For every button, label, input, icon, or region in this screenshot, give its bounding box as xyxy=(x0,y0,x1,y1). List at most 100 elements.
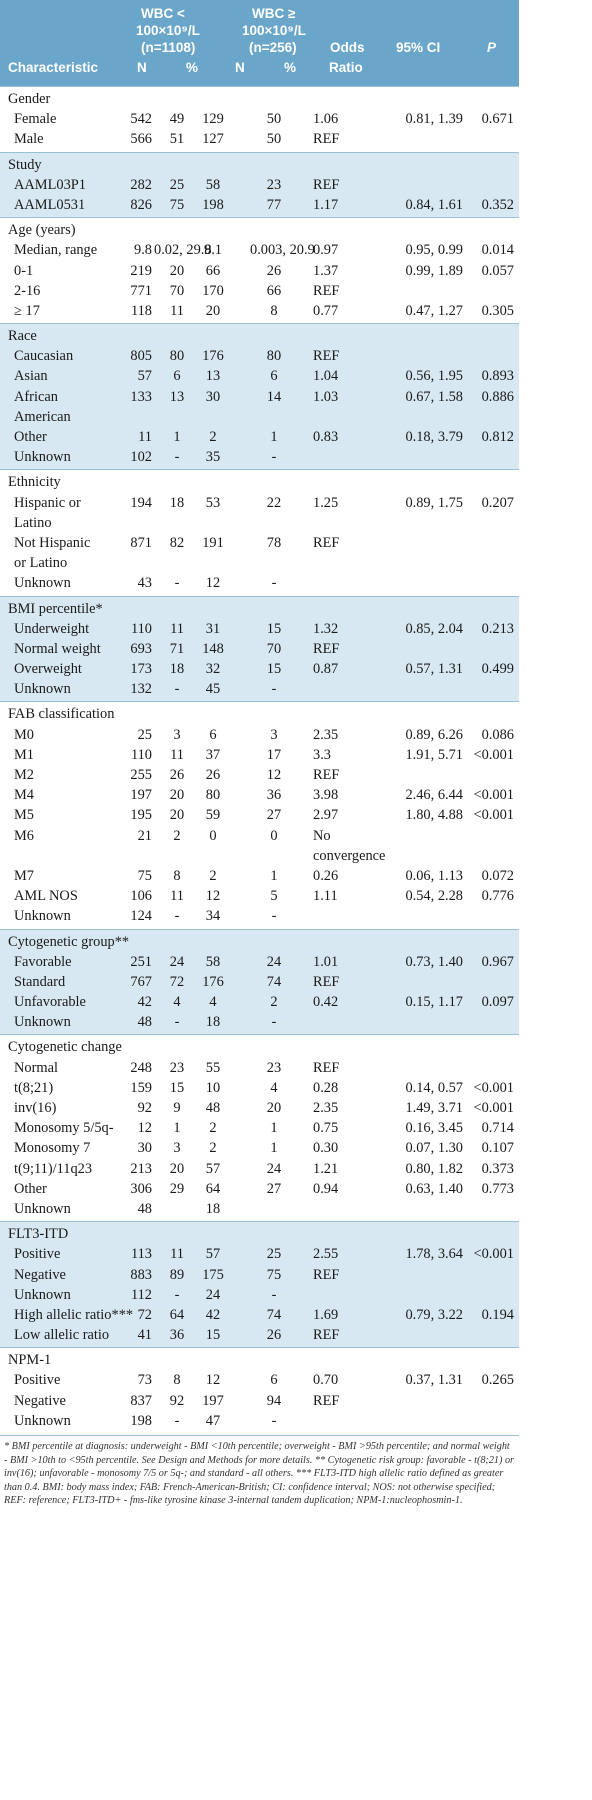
row-label: Not Hispanic xyxy=(14,534,91,551)
cell-n1: 73 xyxy=(137,1372,152,1389)
cell-p2: 26 xyxy=(266,262,282,279)
group1-header-line2: 100×10⁹/L xyxy=(136,23,200,38)
cell-p1: 18 xyxy=(169,494,185,511)
row-label: or Latino xyxy=(14,555,68,572)
section-title: Age (years) xyxy=(8,222,76,239)
cell-n1: 837 xyxy=(130,1392,152,1409)
cell-p2: 74 xyxy=(266,973,282,990)
table-section: BMI percentile* Underweight 110 11 31 15 1.32 0… xyxy=(0,595,519,702)
row-label: Unknown xyxy=(14,1412,71,1429)
table-row: M5 195 20 59 27 2.97 1.80, 4.88 <0.001 xyxy=(0,805,519,825)
cell-n2: 15 xyxy=(205,1327,221,1344)
cell-n2: 47 xyxy=(205,1412,221,1429)
cell-n2: 80 xyxy=(205,787,221,804)
cell-p1: 26 xyxy=(169,767,185,783)
cell-or: 1.03 xyxy=(313,388,339,405)
cell-p: 0.265 xyxy=(481,1372,514,1389)
cell-p2: 94 xyxy=(266,1392,282,1409)
table-row: t(9;11)/11q23 213 20 57 24 1.21 0.80, 1.82 0.37… xyxy=(0,1159,519,1179)
table-row: AAML0531 826 75 198 77 1.17 0.84, 1.61 0.352 xyxy=(0,195,519,215)
cell-p: <0.001 xyxy=(473,1079,515,1096)
table-row: Unknown 48 - 18 - xyxy=(0,1012,519,1032)
cell-n2: 55 xyxy=(205,1059,221,1076)
table-row: Other 306 29 64 27 0.94 0.63, 1.40 0.773 xyxy=(0,1179,519,1199)
cell-n2: 12 xyxy=(205,1372,221,1389)
table-row: ≥ 17 118 11 20 8 0.77 0.47, 1.27 0.305 xyxy=(0,301,519,321)
row-label: AML NOS xyxy=(14,888,78,905)
pct1-header: % xyxy=(186,60,199,75)
cell-p1: 92 xyxy=(169,1392,185,1409)
cell-n1: 75 xyxy=(137,867,152,884)
cell-p1: 25 xyxy=(169,176,185,193)
table-row: Unknown 43 - 12 - xyxy=(0,573,519,593)
cell-n2: 34 xyxy=(205,908,221,925)
section-title: FLT3-ITD xyxy=(8,1226,69,1243)
cell-or: 0.77 xyxy=(313,302,339,319)
row-label: Female xyxy=(14,111,57,128)
cell-n1: 72 xyxy=(137,1306,152,1323)
cell-p1: 2 xyxy=(173,827,181,844)
cell-or: 1.37 xyxy=(313,262,339,279)
cell-ci: 0.15, 1.17 xyxy=(405,994,463,1011)
pct2-header: % xyxy=(284,60,297,75)
cell-n1: 92 xyxy=(137,1100,152,1116)
cell-p1: 11 xyxy=(170,620,184,637)
cell-p2: 77 xyxy=(266,196,282,213)
cell-p2: - xyxy=(271,681,277,698)
cell-n2: 127 xyxy=(202,131,224,148)
cell-p1: - xyxy=(174,908,180,925)
cell-n2: 59 xyxy=(205,807,221,824)
cell-p2: 24 xyxy=(266,953,282,970)
cell-n1: 132 xyxy=(130,681,152,698)
table-section: NPM-1 Positive 73 8 12 6 0.70 0.37, 1.31 0.265 Ne… xyxy=(0,1347,519,1433)
row-label: Negative xyxy=(14,1266,66,1283)
cell-p1: 1 xyxy=(173,429,181,445)
cell-or: 1.25 xyxy=(313,494,339,511)
table-row: Hispanic or 194 18 53 22 1.25 0.89, 1.75 0.207 xyxy=(0,493,519,513)
table-row: Caucasian 805 80 176 80 REF xyxy=(0,346,519,366)
row-label: Monosomy 7 xyxy=(14,1140,91,1157)
cell-p1: 75 xyxy=(169,196,185,213)
cell-p2: 12 xyxy=(266,767,282,783)
cell-p1: 89 xyxy=(169,1266,185,1283)
cell-p2: 3 xyxy=(270,726,278,743)
cell-n1: 542 xyxy=(130,111,152,128)
cell-n2: 26 xyxy=(205,767,221,783)
cell-p: 0.776 xyxy=(481,888,514,905)
table-row: M2 255 26 26 12 REF xyxy=(0,765,519,785)
section-title: Study xyxy=(8,156,42,173)
table-row: Unknown 124 - 34 - xyxy=(0,906,519,926)
row-label: Other xyxy=(14,1180,47,1197)
cell-or: REF xyxy=(313,767,340,783)
cell-p2: 75 xyxy=(266,1266,282,1283)
row-label: Unknown xyxy=(14,1014,71,1031)
cell-p1: 71 xyxy=(169,640,185,657)
cell-n2: 175 xyxy=(202,1266,224,1283)
row-label: inv(16) xyxy=(14,1100,57,1116)
cell-n1: 871 xyxy=(130,534,152,551)
cell-p2: 78 xyxy=(266,534,282,551)
cell-or: REF xyxy=(313,1266,340,1283)
table-section: Study AAML03P1 282 25 58 23 REF AAML0531 826 75 19… xyxy=(0,151,519,218)
cell-p2: 23 xyxy=(266,1059,282,1076)
cell-or: 0.70 xyxy=(313,1372,339,1389)
cell-n1: 42 xyxy=(137,994,152,1011)
cell-n1: 159 xyxy=(130,1079,152,1096)
cell-p1: 20 xyxy=(169,787,185,804)
row-label: Positive xyxy=(14,1246,61,1263)
table-row: M6 21 2 0 0 No xyxy=(0,826,519,846)
cell-or: 3.98 xyxy=(313,787,339,804)
cell-or: 2.35 xyxy=(313,726,339,743)
cell-p1: 20 xyxy=(169,807,185,824)
table-section: Cytogenetic group** Favorable 251 24 58 24 1.0… xyxy=(0,928,519,1035)
cell-n2: 20 xyxy=(205,302,221,319)
row-label: Male xyxy=(14,131,44,148)
cell-n1: 11 xyxy=(138,429,152,445)
cell-p: 0.086 xyxy=(481,726,514,743)
cell-p1: 51 xyxy=(169,131,185,148)
cell-p1: - xyxy=(174,449,180,466)
table-body: Gender Female 542 49 129 50 1.06 0.81, 1.39 0.67… xyxy=(0,86,519,1433)
cell-ci: 0.54, 2.28 xyxy=(405,888,463,905)
table-row: Overweight 173 18 32 15 0.87 0.57, 1.31 0.499 xyxy=(0,659,519,679)
cell-p1: - xyxy=(174,1412,180,1429)
